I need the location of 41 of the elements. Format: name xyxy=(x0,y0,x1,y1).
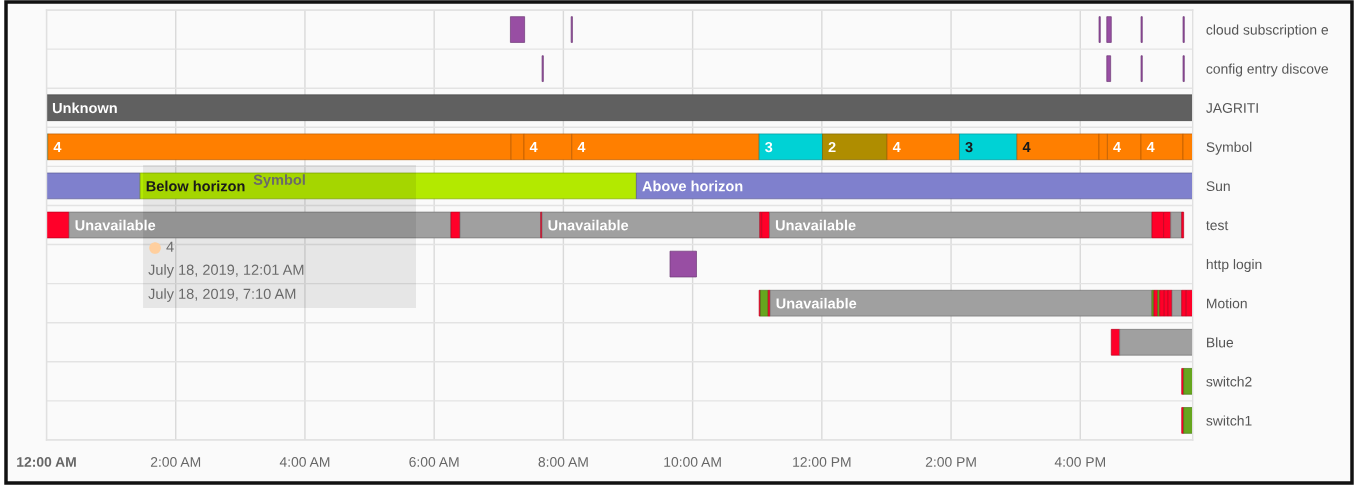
y-tick-label: Symbol xyxy=(1206,141,1252,155)
y-tick-label: Motion xyxy=(1207,298,1247,309)
annotation: 2 xyxy=(828,141,836,153)
annotation: 3 xyxy=(965,141,973,153)
annotation: July 18, 2019, 7:10 AM xyxy=(148,288,296,302)
annotation: Below horizon xyxy=(146,180,245,192)
annotation: Unknown xyxy=(52,102,117,114)
annotation: 4 xyxy=(1146,142,1155,153)
annotation: Symbol xyxy=(253,174,305,188)
annotation: 4 xyxy=(892,142,901,153)
x-tick-label: 10:00 AM xyxy=(664,457,721,467)
x-tick-label: 6:00 AM xyxy=(409,457,459,467)
y-tick-label: Sun xyxy=(1206,181,1230,192)
y-tick-label: http login xyxy=(1206,259,1262,273)
annotation: July 18, 2019, 12:01 AM xyxy=(148,264,304,278)
y-tick-label: cloud subscription e xyxy=(1206,24,1329,38)
x-tick-label: 8:00 AM xyxy=(538,457,588,467)
annotation: Unavailable xyxy=(775,219,856,231)
y-tick-label: switch2 xyxy=(1206,376,1252,387)
y-tick-label: test xyxy=(1206,221,1229,231)
x-tick-label: 2:00 PM xyxy=(925,457,976,467)
annotation: 4 xyxy=(577,142,586,153)
annotation: 4 xyxy=(53,142,62,153)
y-tick-label: switch1 xyxy=(1206,415,1252,426)
x-tick-label: 4:00 PM xyxy=(1054,457,1105,467)
x-tick-label: 4:00 AM xyxy=(279,457,330,467)
y-tick-label: Blue xyxy=(1207,337,1234,348)
annotation: Unavailable xyxy=(548,219,629,231)
annotation: Above horizon xyxy=(642,180,743,192)
x-tick-label: 2:00 AM xyxy=(150,457,201,467)
annotation: Unavailable xyxy=(75,219,156,231)
annotation: 4 xyxy=(529,142,538,153)
y-tick-label: config entry discove xyxy=(1206,63,1329,77)
annotation: 4 xyxy=(1022,142,1031,153)
annotation: Unavailable xyxy=(776,297,857,309)
y-tick-label: JAGRITI xyxy=(1206,103,1258,113)
x-tick-label: 12:00 AM xyxy=(17,457,76,467)
annotation: 4 xyxy=(166,241,174,252)
annotation: 3 xyxy=(765,141,773,153)
x-tick-label: 12:00 PM xyxy=(793,457,851,467)
annotation: 4 xyxy=(1113,142,1121,153)
